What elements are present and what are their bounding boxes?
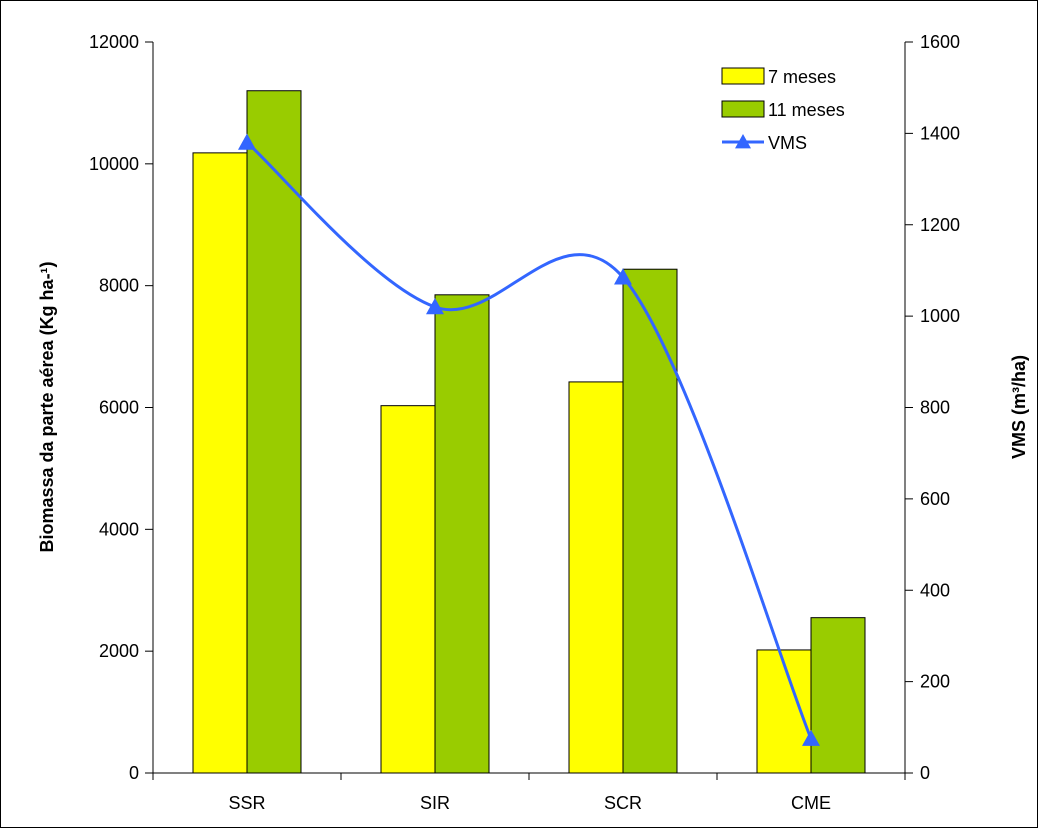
y-axis-title: Biomassa da parte aérea (Kg ha-¹) [37,261,57,552]
x-tick-label-sir: SIR [420,793,450,813]
bar-11-meses-scr [622,268,678,774]
legend: 7 meses 11 meses VMS [721,67,845,153]
y-tick-label: 2000 [99,641,139,661]
bar-7-meses-scr [568,381,624,774]
legend-label-7-meses: 7 meses [768,67,836,87]
line-layer [238,133,820,746]
bar-7-meses-ssr [192,152,248,774]
legend-label-11-meses: 11 meses [768,100,845,120]
y2-tick-label: 800 [920,398,950,418]
y2-tick-label: 600 [920,489,950,509]
y-tick-label: 8000 [99,276,139,296]
x-tick-label-scr: SCR [604,793,642,813]
legend-label-VMS: VMS [768,133,807,153]
x-tick-label-ssr: SSR [228,793,265,813]
y2-tick-label: 0 [920,763,930,783]
legend-swatch-11-meses [721,100,765,118]
y2-axis-title: VMS (m³/ha) [1009,355,1029,459]
vms-line [246,141,813,740]
axes-layer: 0 2000 4000 6000 8000 10000 12000 0 200 400 600 800… [89,32,960,813]
y-tick-label: 0 [129,763,139,783]
bars-layer [192,90,866,774]
bar-11-meses-cme [810,617,866,774]
vms-point-sir [426,297,444,315]
y2-tick-label: 200 [920,672,950,692]
y2-tick-label: 400 [920,580,950,600]
bar-7-meses-sir [380,405,436,774]
y2-tick-label: 1000 [920,306,960,326]
bar-11-meses-ssr [246,90,302,774]
y-tick-label: 10000 [89,154,139,174]
vms-point-ssr [238,133,256,150]
y-tick-label: 4000 [99,519,139,539]
y2-tick-label: 1400 [920,123,960,143]
y-tick-label: 6000 [99,398,139,418]
vms-point-scr [614,268,632,285]
bar-11-meses-sir [434,294,490,774]
x-tick-label-cme: CME [791,793,831,813]
vms-point-cme [802,729,820,746]
legend-swatch-7-meses [721,67,765,85]
y2-tick-label: 1600 [920,32,960,52]
y-tick-label: 12000 [89,32,139,52]
y2-tick-label: 1200 [920,215,960,235]
legend-swatch-vms-marker [735,134,751,149]
